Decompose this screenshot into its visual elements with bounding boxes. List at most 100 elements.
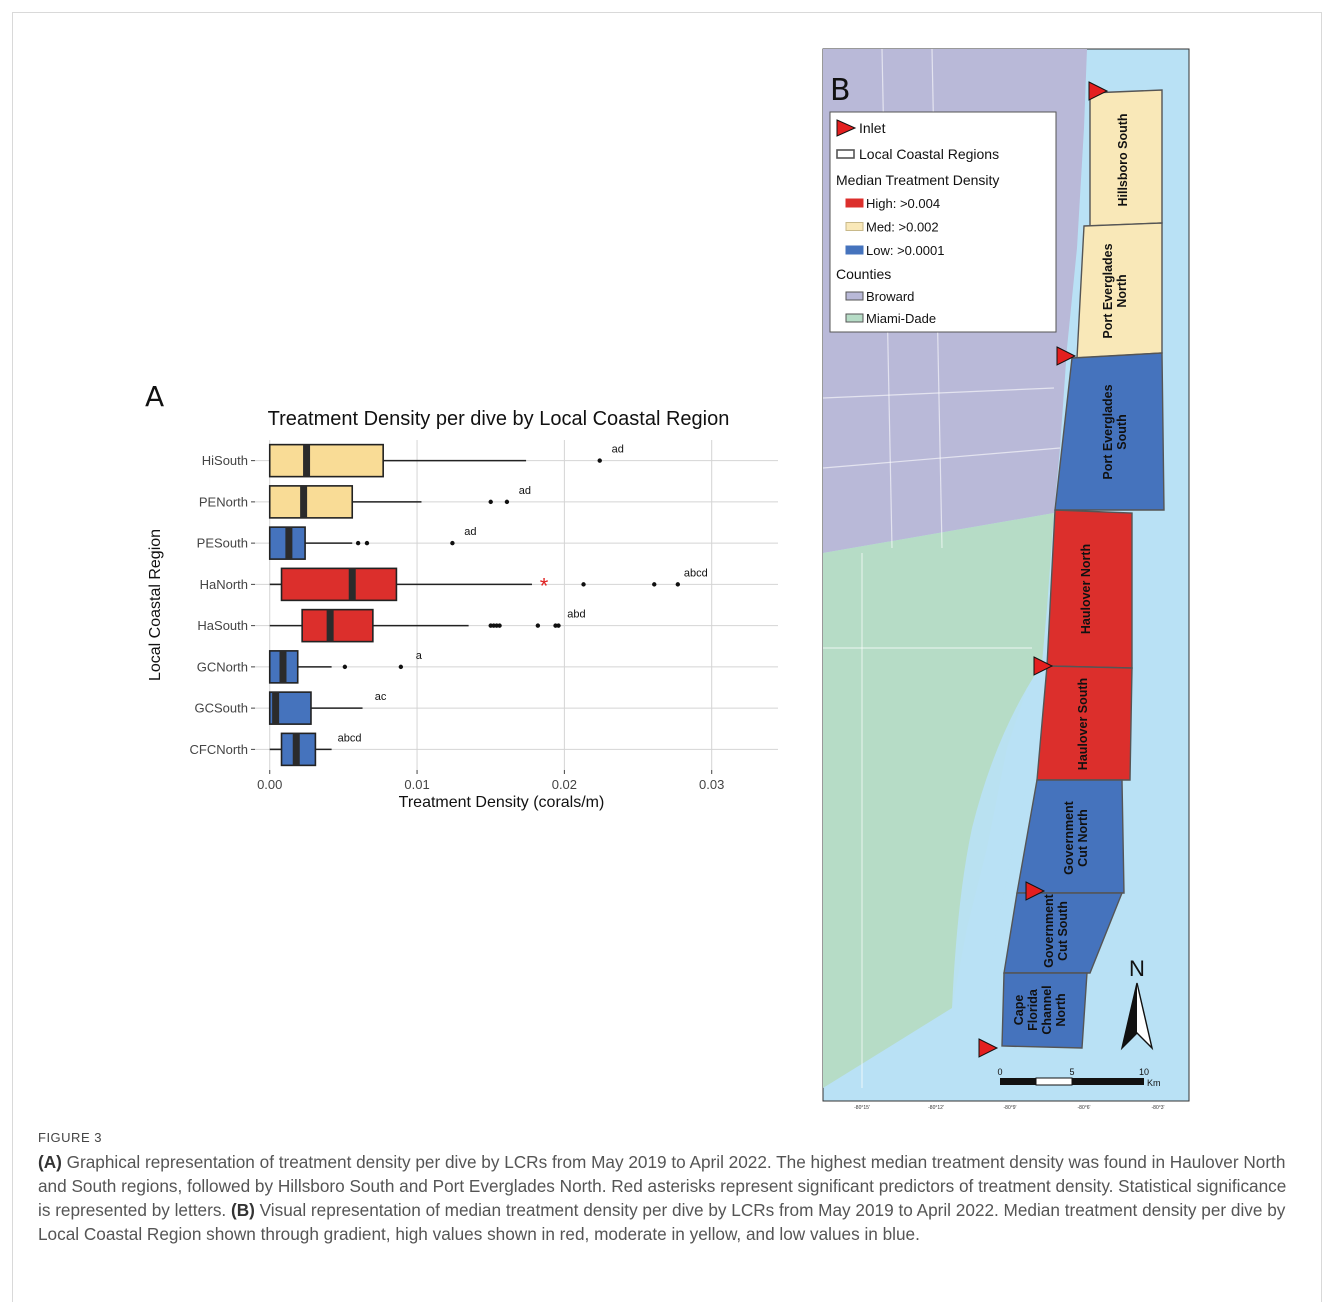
y-tick-label: PESouth [197, 536, 248, 551]
inlet-marker [1033, 656, 1054, 676]
road-line [822, 387, 1055, 399]
region-label: Haulover North [1079, 544, 1093, 634]
region-label: GovernmentCut South [1042, 893, 1070, 967]
outlier-point [355, 540, 361, 546]
coastal-region-2 [1054, 352, 1165, 511]
y-tick-label: HaSouth [197, 618, 248, 633]
region-label-line: Haulover South [1076, 678, 1090, 770]
scale-bar-seg [1000, 1078, 1036, 1085]
scale-bar-tick: 0 [997, 1067, 1002, 1077]
region-label-line: Cape [1012, 995, 1026, 1026]
legend-density-swatch [845, 222, 864, 231]
region-label-line: Hillsboro South [1116, 113, 1130, 206]
outlier-point [652, 582, 657, 587]
x-tick-label: 0.01 [404, 777, 429, 792]
panel-a-label: A [145, 380, 165, 413]
significance-letters: ad [519, 485, 531, 497]
legend-inlet-swatch [836, 119, 857, 137]
outlier-point [675, 582, 681, 587]
significance-letters: abd [567, 609, 585, 621]
coastal-region-4 [1036, 665, 1133, 781]
outlier-point [581, 582, 586, 587]
significance-letters: ad [612, 444, 624, 456]
lon-label: -80°15' [854, 1105, 870, 1110]
outlier-point [342, 664, 348, 670]
map-legend [829, 111, 1057, 333]
scale-bar-tick: 5 [1069, 1067, 1074, 1077]
region-label-line: North [1115, 274, 1129, 307]
box-HaSouth [301, 608, 374, 643]
significance-letters: ad [464, 526, 476, 538]
coastal-map: Hillsboro South Port EvergladesNorth Port … [822, 48, 1198, 1111]
inlet-marker [1056, 346, 1077, 366]
region-label: Port EvergladesNorth [1101, 243, 1129, 338]
scale-bar-tick: 10 [1139, 1067, 1149, 1077]
y-tick-label: GCSouth [195, 701, 248, 716]
legend-county-swatch [845, 291, 864, 301]
region-label: Haulover South [1076, 678, 1090, 770]
y-tick-label: PENorth [199, 494, 248, 509]
significance-asterisk: * [540, 573, 549, 598]
road-line [822, 447, 1061, 469]
legend-county-swatch [845, 313, 864, 323]
legend-density-title: Median Treatment Density [836, 172, 999, 188]
outlier-point [364, 540, 370, 546]
figure-frame [12, 12, 1322, 1302]
box-HaNorth [280, 567, 398, 602]
boxplot-chart: Treatment Density per dive by Local Coas… [147, 408, 778, 811]
panel-b-label: B [830, 73, 851, 108]
chart-title: Treatment Density per dive by Local Coas… [268, 408, 730, 430]
coastal-region-6 [1003, 892, 1124, 974]
legend-inlet-label: Inlet [859, 120, 886, 136]
outlier-point [597, 458, 602, 463]
significance-letters: ac [375, 691, 387, 703]
panel-a-boxplot: Treatment Density per dive by Local Coas… [140, 380, 800, 820]
legend-lcr-swatch [836, 149, 855, 159]
scale-bar-unit: Km [1147, 1078, 1161, 1088]
caption-b-text: Visual representation of median treatmen… [38, 1200, 1286, 1244]
significance-letters: a [416, 650, 423, 662]
miami-dade-county [823, 513, 1054, 1088]
north-arrow-fill [1122, 983, 1137, 1048]
region-label-line: Channel [1040, 985, 1054, 1034]
lon-label: -80°6' [1078, 1105, 1091, 1110]
region-label: CapeFloridaChannelNorth [1012, 985, 1068, 1034]
lon-label: -80°3' [1152, 1105, 1165, 1110]
legend-counties-title: Counties [836, 266, 891, 282]
outlier-point [398, 664, 404, 670]
north-arrow-label: N [1129, 956, 1145, 981]
legend-density-label: Low: >0.0001 [866, 243, 944, 258]
y-tick-label: HiSouth [202, 453, 248, 468]
region-label-line: Florida [1026, 988, 1040, 1031]
outlier-point [504, 499, 510, 505]
legend-density-swatch [845, 198, 864, 208]
region-label-line: North [1054, 993, 1068, 1026]
coastal-region-7 [1001, 972, 1088, 1049]
legend-county-label: Broward [866, 289, 914, 304]
scale-bar-seg [1072, 1078, 1144, 1085]
significance-letters: abcd [338, 732, 362, 744]
y-tick-label: GCNorth [197, 659, 248, 674]
box-PENorth [268, 485, 354, 519]
region-label-line: Government [1062, 800, 1076, 874]
lon-label: -80°9' [1004, 1105, 1017, 1110]
region-label: Port EvergladesSouth [1101, 384, 1129, 479]
inlet-marker [978, 1038, 999, 1058]
caption-a-tag: (A) [38, 1152, 62, 1172]
outlier-point [488, 499, 493, 505]
x-tick-label: 0.02 [552, 777, 577, 792]
legend-county-label: Miami-Dade [866, 311, 936, 326]
y-tick-label: HaNorth [200, 577, 248, 592]
region-label-line: Cut North [1076, 809, 1090, 867]
significance-letters: abcd [684, 567, 708, 579]
y-axis-label: Local Coastal Region [147, 529, 164, 681]
region-label-line: Cut South [1056, 901, 1070, 961]
outlier-point [497, 623, 502, 628]
inlet-marker [1025, 881, 1046, 901]
box-HiSouth [268, 443, 384, 478]
panel-b-map: Hillsboro South Port EvergladesNorth Port … [822, 48, 1198, 1111]
biscayne-bay [952, 688, 1037, 1008]
x-tick-label: 0.00 [257, 777, 282, 792]
region-label-line: Haulover North [1079, 544, 1093, 634]
scale-bar-seg [1035, 1077, 1073, 1086]
